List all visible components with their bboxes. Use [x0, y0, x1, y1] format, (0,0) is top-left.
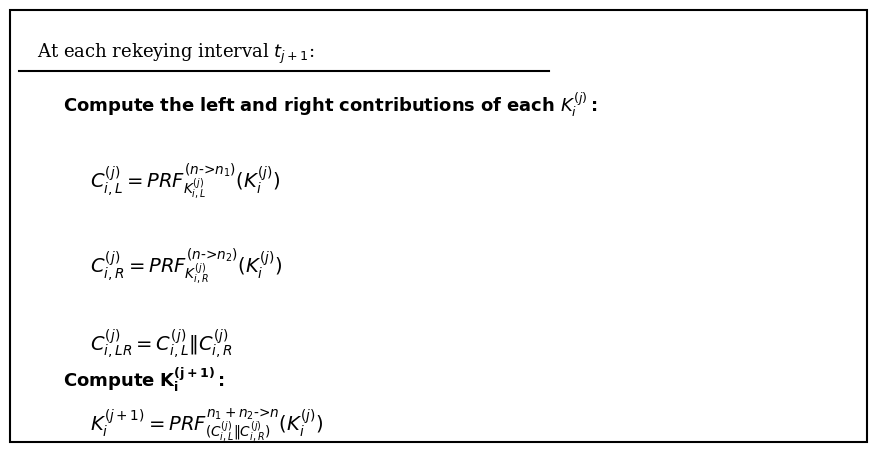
Text: $K_i^{(j+1)} = PRF_{(C_{i,L}^{(j)} \Vert C_{i,R}^{(j)})}^{n_1+n_2\text{->}n}(K_i: $K_i^{(j+1)} = PRF_{(C_{i,L}^{(j)} \Vert… — [89, 406, 323, 444]
FancyBboxPatch shape — [11, 10, 867, 442]
Text: $\bf{Compute}\ K_i^{(j+1)}\bf{:}$: $\bf{Compute}\ K_i^{(j+1)}\bf{:}$ — [63, 365, 225, 394]
Text: $C_{i,LR}^{(j)} = C_{i,L}^{(j)} \Vert C_{i,R}^{(j)}$: $C_{i,LR}^{(j)} = C_{i,L}^{(j)} \Vert C_… — [89, 327, 233, 361]
Text: $C_{i,R}^{(j)} = PRF_{K_{i,R}^{(j)}}^{(n\text{->}n_2)}(K_i^{(j)})$: $C_{i,R}^{(j)} = PRF_{K_{i,R}^{(j)}}^{(n… — [89, 247, 282, 286]
Text: $\bf{Compute\ the\ left\ and\ right\ contributions\ of\ each}\ $$K_i^{(j)}$$\bf{: $\bf{Compute\ the\ left\ and\ right\ con… — [63, 91, 598, 121]
Text: At each rekeying interval $t_{j+1}$:: At each rekeying interval $t_{j+1}$: — [36, 42, 315, 66]
Text: $C_{i,L}^{(j)} = PRF_{K_{i,L}^{(j)}}^{(n\text{->}n_1)}(K_i^{(j)})$: $C_{i,L}^{(j)} = PRF_{K_{i,L}^{(j)}}^{(n… — [89, 161, 280, 201]
